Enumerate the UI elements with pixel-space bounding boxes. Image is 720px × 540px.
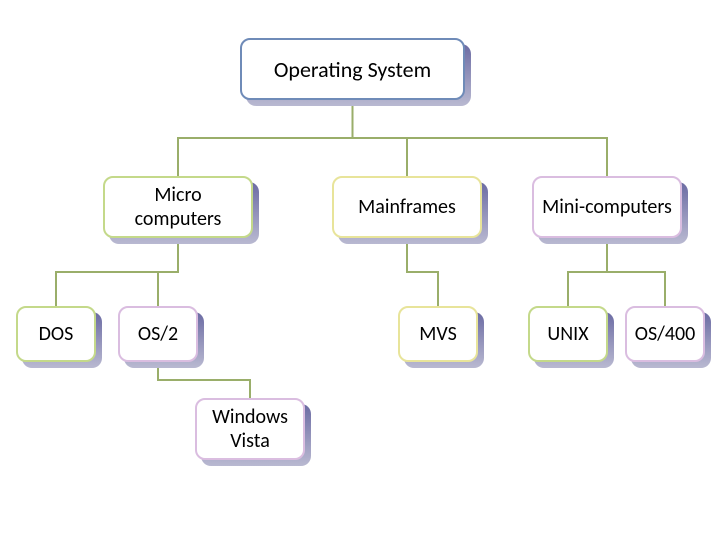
mainframes-label: Mainframes <box>358 195 456 219</box>
dos-label: DOS <box>39 322 74 346</box>
os400-node: OS/400 <box>625 306 705 362</box>
os400-label: OS/400 <box>635 322 696 346</box>
micro-node: Micro computers <box>103 176 253 238</box>
mvs-node: MVS <box>398 306 478 362</box>
mini-label: Mini-computers <box>542 195 672 219</box>
vista-label: Windows Vista <box>205 405 295 453</box>
vista-node: Windows Vista <box>195 398 305 460</box>
root-node: Operating System <box>240 38 465 100</box>
micro-label: Micro computers <box>113 183 243 231</box>
mvs-label: MVS <box>419 322 457 346</box>
mainframes-node: Mainframes <box>332 176 482 238</box>
unix-node: UNIX <box>528 306 608 362</box>
os2-node: OS/2 <box>118 306 198 362</box>
dos-node: DOS <box>16 306 96 362</box>
mini-node: Mini-computers <box>532 176 682 238</box>
os2-label: OS/2 <box>138 322 178 346</box>
unix-label: UNIX <box>547 322 588 346</box>
root-label: Operating System <box>274 56 431 83</box>
